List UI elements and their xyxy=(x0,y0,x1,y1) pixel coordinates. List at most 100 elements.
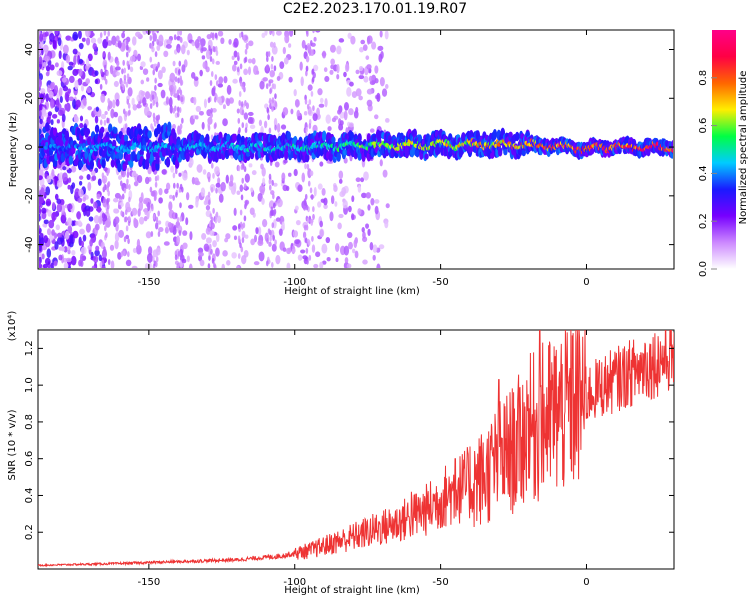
noise-speckle xyxy=(68,75,75,84)
noise-streak xyxy=(179,183,183,190)
noise-speckle xyxy=(291,248,296,253)
noise-speckle xyxy=(176,235,181,245)
ridge-halo xyxy=(336,152,341,162)
ridge-halo xyxy=(94,124,100,134)
noise-speckle xyxy=(94,70,99,76)
noise-speckle xyxy=(379,76,385,87)
noise-speckle xyxy=(218,76,224,84)
noise-streak xyxy=(180,252,184,259)
noise-streak xyxy=(207,176,211,183)
noise-streak xyxy=(213,85,216,92)
noise-speckle xyxy=(193,76,199,81)
noise-speckle xyxy=(307,84,313,91)
noise-streak xyxy=(152,99,155,106)
noise-speckle xyxy=(195,198,199,208)
noise-streak xyxy=(268,80,271,87)
noise-speckle xyxy=(54,31,59,35)
noise-speckle xyxy=(301,39,306,49)
noise-streak xyxy=(149,186,153,193)
noise-speckle xyxy=(113,111,119,118)
noise-speckle xyxy=(161,169,167,175)
noise-speckle xyxy=(339,120,344,126)
noise-streak xyxy=(265,51,269,58)
noise-speckle xyxy=(281,172,286,181)
noise-streak xyxy=(126,60,130,67)
noise-streak xyxy=(303,200,307,207)
noise-streak xyxy=(244,100,247,107)
noise-speckle xyxy=(337,109,342,115)
noise-speckle xyxy=(133,181,139,187)
noise-speckle xyxy=(39,234,41,245)
ridge-core xyxy=(81,143,86,148)
noise-streak xyxy=(103,178,106,185)
noise-speckle xyxy=(62,172,68,182)
noise-speckle xyxy=(261,167,266,177)
noise-streak xyxy=(209,79,213,86)
noise-speckle xyxy=(338,38,345,43)
ridge-halo xyxy=(44,122,50,132)
noise-speckle xyxy=(140,90,146,97)
noise-speckle xyxy=(68,96,75,102)
noise-streak xyxy=(267,114,270,121)
noise-streak xyxy=(240,164,244,171)
noise-speckle xyxy=(65,35,72,41)
noise-streak xyxy=(106,198,109,205)
noise-speckle xyxy=(365,223,370,229)
noise-speckle xyxy=(56,198,62,205)
noise-streak xyxy=(151,94,155,101)
noise-streak xyxy=(269,31,272,36)
noise-speckle xyxy=(51,229,55,236)
noise-speckle xyxy=(318,103,325,108)
ridge-halo xyxy=(68,155,74,165)
noise-streak xyxy=(312,105,315,112)
noise-speckle xyxy=(286,262,291,268)
ridge-halo xyxy=(671,139,673,151)
noise-speckle xyxy=(244,234,249,239)
noise-speckle xyxy=(82,196,86,202)
noise-speckle xyxy=(269,41,274,48)
ridge-halo xyxy=(138,128,143,136)
noise-streak xyxy=(103,119,107,126)
noise-speckle xyxy=(263,120,268,129)
noise-streak xyxy=(154,194,157,201)
noise-streak xyxy=(241,122,245,129)
noise-speckle xyxy=(297,254,303,261)
noise-speckle xyxy=(127,87,133,97)
noise-speckle xyxy=(46,175,52,184)
noise-speckle xyxy=(142,31,147,35)
x-tick-label: -50 xyxy=(432,277,448,288)
noise-streak xyxy=(267,51,271,58)
ridge-halo xyxy=(286,131,291,141)
noise-streak xyxy=(106,70,109,77)
noise-speckle xyxy=(109,244,115,251)
noise-streak xyxy=(307,239,311,246)
noise-speckle xyxy=(211,108,217,113)
noise-speckle xyxy=(223,76,228,84)
noise-speckle xyxy=(366,99,373,107)
noise-speckle xyxy=(264,31,268,36)
noise-streak xyxy=(128,109,131,116)
noise-speckle xyxy=(359,47,364,53)
noise-speckle xyxy=(115,71,120,77)
ridge-halo xyxy=(283,149,289,161)
noise-speckle xyxy=(241,230,246,239)
noise-speckle xyxy=(131,207,138,216)
ridge-halo xyxy=(492,129,498,140)
noise-speckle xyxy=(329,44,336,53)
noise-speckle xyxy=(147,166,152,175)
noise-speckle xyxy=(324,98,328,108)
noise-speckle xyxy=(361,192,367,199)
noise-speckle xyxy=(56,119,60,124)
noise-speckle xyxy=(78,58,84,65)
noise-speckle xyxy=(366,64,372,70)
noise-speckle xyxy=(39,78,42,88)
noise-speckle xyxy=(132,247,137,254)
noise-speckle xyxy=(117,175,123,180)
noise-streak xyxy=(175,212,178,219)
noise-speckle xyxy=(46,248,52,259)
noise-speckle xyxy=(131,265,138,268)
noise-speckle xyxy=(42,263,48,268)
snr-x-label: Height of straight line (km) xyxy=(284,585,420,596)
noise-speckle xyxy=(117,204,122,210)
